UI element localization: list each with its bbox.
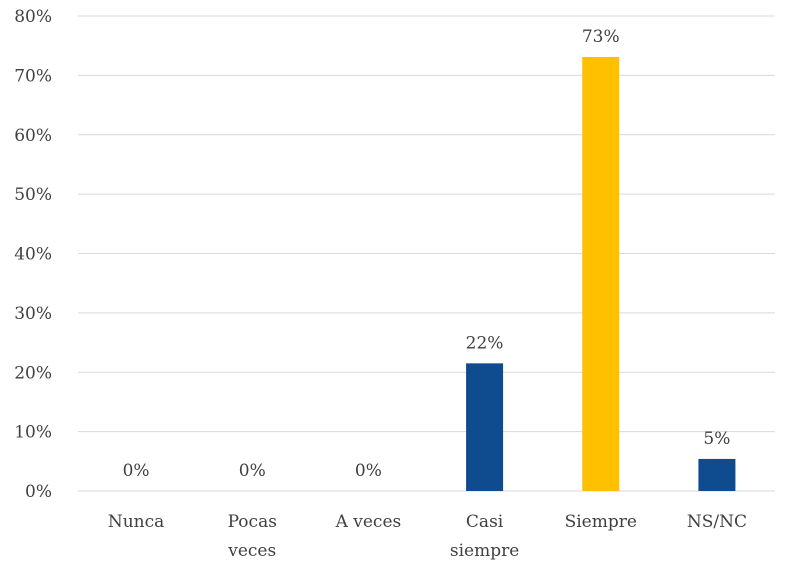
category-label: Siempre — [565, 512, 637, 532]
category-label: Pocas — [228, 512, 277, 532]
category-label: Nunca — [108, 512, 164, 532]
category-label: siempre — [450, 541, 519, 561]
bar — [698, 458, 736, 491]
y-axis-tick-labels: 0% 10% 20% 30% 40% 50% 60% 70% 80% — [14, 7, 52, 502]
y-tick-label: 30% — [14, 304, 52, 324]
y-tick-label: 80% — [14, 7, 52, 27]
data-label: 73% — [582, 27, 620, 47]
data-labels: 0% 0% 0% 22% 73% 5% — [123, 27, 731, 481]
category-label: A veces — [335, 512, 402, 532]
bar — [582, 56, 620, 491]
y-tick-label: 10% — [14, 423, 52, 443]
data-label: 0% — [123, 461, 150, 481]
y-tick-label: 20% — [14, 363, 52, 383]
category-label: Casi — [466, 512, 504, 532]
data-label: 0% — [239, 461, 266, 481]
y-tick-label: 0% — [25, 482, 52, 502]
y-tick-label: 60% — [14, 126, 52, 146]
data-label: 0% — [355, 461, 382, 481]
gridlines — [78, 15, 775, 492]
category-label: veces — [227, 541, 276, 561]
category-label: NS/NC — [687, 512, 747, 532]
data-label: 5% — [703, 429, 730, 449]
y-tick-label: 50% — [14, 185, 52, 205]
bar — [466, 363, 504, 491]
data-label: 22% — [466, 333, 504, 353]
bars — [466, 56, 736, 491]
y-tick-label: 40% — [14, 245, 52, 265]
y-tick-label: 70% — [14, 66, 52, 86]
x-axis-category-labels: Nunca Pocas veces A veces Casi siempre Siempre… — [108, 512, 747, 561]
